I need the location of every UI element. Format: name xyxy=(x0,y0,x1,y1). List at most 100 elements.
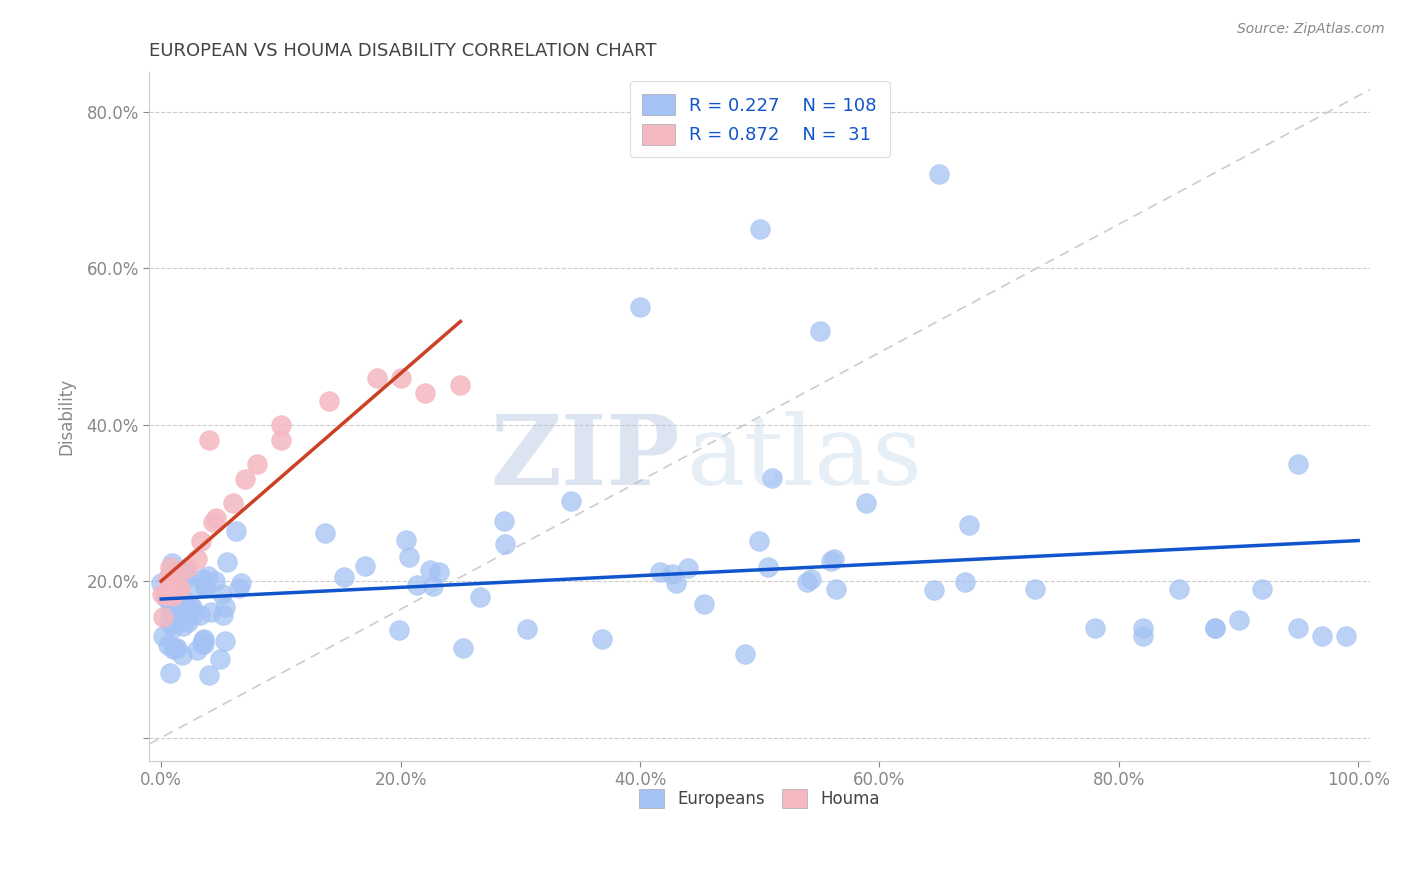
Europeans xyxy=(748,533,770,548)
Houma xyxy=(222,496,245,510)
Houma xyxy=(167,582,190,596)
Houma xyxy=(186,552,208,566)
Europeans xyxy=(191,633,214,648)
Europeans xyxy=(217,555,239,569)
Legend: Europeans, Houma: Europeans, Houma xyxy=(633,782,887,814)
Europeans xyxy=(591,632,613,647)
Houma xyxy=(270,434,292,448)
Europeans xyxy=(170,571,193,585)
Europeans xyxy=(181,608,204,623)
Europeans xyxy=(1167,582,1189,596)
Europeans xyxy=(156,638,179,652)
Houma xyxy=(152,610,174,624)
Houma xyxy=(366,370,388,384)
Houma xyxy=(318,394,340,409)
Europeans xyxy=(214,599,236,614)
Europeans xyxy=(1286,457,1309,471)
Europeans xyxy=(957,518,980,533)
Houma xyxy=(389,370,412,384)
Houma xyxy=(150,587,173,601)
Europeans xyxy=(824,582,846,597)
Europeans xyxy=(153,590,176,604)
Europeans xyxy=(1132,629,1154,643)
Europeans xyxy=(159,603,181,617)
Houma xyxy=(176,561,198,575)
Europeans xyxy=(172,648,194,662)
Europeans xyxy=(159,596,181,610)
Europeans xyxy=(855,495,877,509)
Houma xyxy=(159,560,181,574)
Text: EUROPEAN VS HOUMA DISABILITY CORRELATION CHART: EUROPEAN VS HOUMA DISABILITY CORRELATION… xyxy=(149,42,657,60)
Europeans xyxy=(676,561,699,575)
Europeans xyxy=(191,572,214,586)
Europeans xyxy=(661,567,683,582)
Houma xyxy=(156,588,179,602)
Europeans xyxy=(823,551,845,566)
Europeans xyxy=(395,533,418,547)
Europeans xyxy=(174,566,197,580)
Europeans xyxy=(173,598,195,612)
Europeans xyxy=(796,574,818,589)
Europeans xyxy=(808,324,831,338)
Europeans xyxy=(157,615,180,629)
Europeans xyxy=(1024,582,1046,596)
Europeans xyxy=(225,524,247,539)
Y-axis label: Disability: Disability xyxy=(58,378,75,455)
Europeans xyxy=(1132,621,1154,635)
Europeans xyxy=(167,585,190,599)
Europeans xyxy=(1204,621,1226,635)
Europeans xyxy=(186,643,208,657)
Europeans xyxy=(214,634,236,648)
Houma xyxy=(246,457,269,471)
Houma xyxy=(166,567,188,582)
Europeans xyxy=(628,300,651,314)
Houma xyxy=(413,386,436,401)
Europeans xyxy=(748,222,770,236)
Houma xyxy=(165,585,187,599)
Europeans xyxy=(756,560,779,574)
Europeans xyxy=(174,606,197,620)
Houma xyxy=(162,589,184,603)
Europeans xyxy=(560,494,582,508)
Europeans xyxy=(197,569,219,583)
Europeans xyxy=(172,619,194,633)
Houma xyxy=(159,566,181,580)
Europeans xyxy=(162,570,184,584)
Houma xyxy=(157,582,180,597)
Houma xyxy=(155,587,177,601)
Europeans xyxy=(166,585,188,599)
Europeans xyxy=(406,578,429,592)
Europeans xyxy=(173,565,195,579)
Houma xyxy=(233,472,256,486)
Europeans xyxy=(193,632,215,646)
Europeans xyxy=(184,580,207,594)
Europeans xyxy=(333,570,356,584)
Europeans xyxy=(928,167,950,181)
Europeans xyxy=(492,515,515,529)
Europeans xyxy=(353,559,375,574)
Houma xyxy=(157,571,180,585)
Europeans xyxy=(198,667,221,681)
Europeans xyxy=(160,616,183,631)
Europeans xyxy=(953,575,976,590)
Houma xyxy=(190,534,212,549)
Text: ZIP: ZIP xyxy=(491,411,681,505)
Europeans xyxy=(208,652,231,666)
Houma xyxy=(155,588,177,602)
Europeans xyxy=(211,607,233,622)
Europeans xyxy=(388,624,411,638)
Europeans xyxy=(427,565,450,579)
Europeans xyxy=(693,597,716,611)
Europeans xyxy=(800,572,823,586)
Europeans xyxy=(188,608,211,623)
Europeans xyxy=(1204,621,1226,635)
Europeans xyxy=(167,595,190,609)
Europeans xyxy=(419,563,441,577)
Europeans xyxy=(152,630,174,644)
Europeans xyxy=(494,537,516,551)
Houma xyxy=(202,515,225,529)
Europeans xyxy=(398,549,420,564)
Houma xyxy=(449,378,471,392)
Europeans xyxy=(1286,621,1309,635)
Europeans xyxy=(162,575,184,590)
